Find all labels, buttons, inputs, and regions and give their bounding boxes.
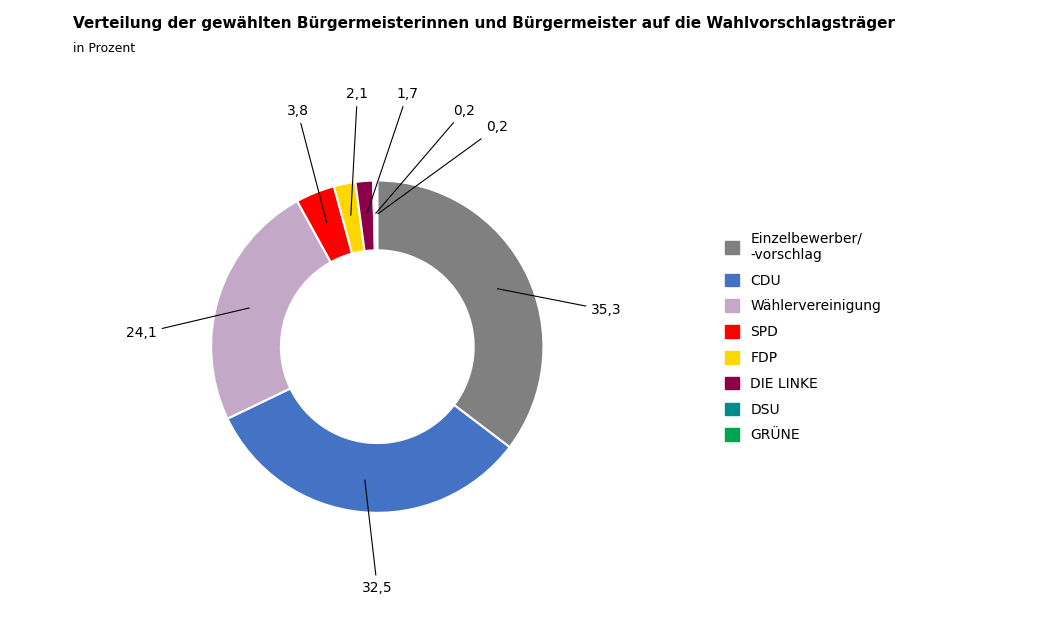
Wedge shape [377, 180, 544, 447]
Text: in Prozent: in Prozent [73, 42, 135, 55]
Wedge shape [227, 388, 509, 513]
Text: 3,8: 3,8 [286, 104, 327, 223]
Wedge shape [211, 201, 331, 419]
Wedge shape [334, 182, 365, 254]
Text: 32,5: 32,5 [362, 480, 393, 594]
Text: 0,2: 0,2 [378, 120, 508, 214]
Wedge shape [298, 186, 352, 262]
Text: 1,7: 1,7 [367, 87, 418, 213]
Text: 2,1: 2,1 [346, 87, 368, 215]
Text: 0,2: 0,2 [376, 104, 475, 213]
Wedge shape [373, 180, 376, 250]
Wedge shape [375, 180, 377, 250]
Legend: Einzelbewerber/
-vorschlag, CDU, Wählervereinigung, SPD, FDP, DIE LINKE, DSU, GR: Einzelbewerber/ -vorschlag, CDU, Wählerv… [720, 226, 887, 448]
Text: 35,3: 35,3 [498, 289, 621, 317]
Wedge shape [355, 180, 375, 251]
Text: Verteilung der gewählten Bürgermeisterinnen und Bürgermeister auf die Wahlvorsch: Verteilung der gewählten Bürgermeisterin… [73, 16, 895, 31]
Text: 24,1: 24,1 [126, 308, 249, 340]
